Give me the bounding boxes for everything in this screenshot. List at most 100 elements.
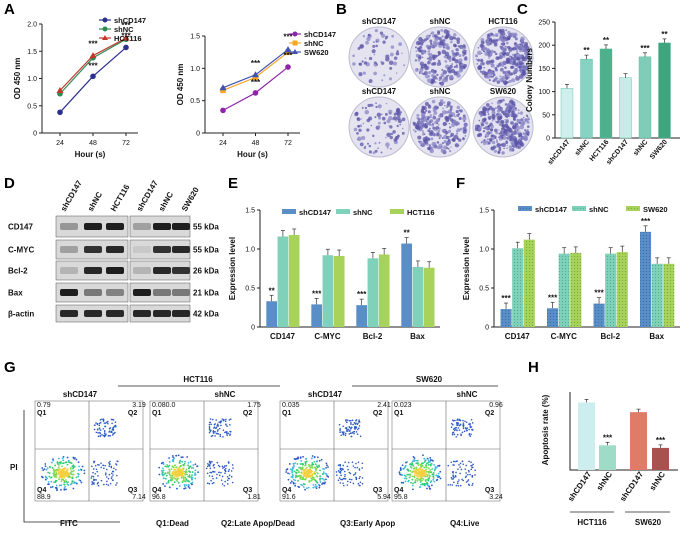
- flow-event: [302, 455, 304, 458]
- colony-dot: [437, 124, 440, 126]
- flow-event: [323, 482, 326, 485]
- colony-dot: [490, 127, 493, 130]
- colony-dot: [403, 64, 406, 67]
- colony-dot: [493, 42, 498, 47]
- flow-event: [105, 472, 107, 474]
- colony-dot: [358, 62, 363, 66]
- colony-dot: [432, 144, 438, 149]
- quadrant-label: Q3: [128, 487, 137, 494]
- flow-event: [353, 432, 355, 435]
- flow-event: [168, 461, 171, 463]
- flow-event: [167, 480, 170, 483]
- colony-dot: [389, 66, 393, 70]
- colony-dot: [491, 102, 493, 105]
- colony-dot: [478, 119, 481, 122]
- flow-event: [69, 461, 72, 464]
- colony-dot: [444, 116, 449, 120]
- flow-event: [215, 427, 217, 430]
- flow-event: [52, 468, 55, 471]
- significance-A2: ***: [251, 78, 261, 87]
- flow-event: [437, 465, 439, 467]
- colony-dot: [380, 60, 383, 64]
- flow-event: [164, 472, 167, 475]
- flow-event: [229, 433, 231, 436]
- flow-event: [62, 478, 65, 481]
- colony-dot: [388, 60, 394, 65]
- colony-dot: [456, 37, 461, 42]
- flow-event: [319, 478, 321, 481]
- flow-event: [107, 422, 109, 425]
- colony-dot: [448, 111, 452, 115]
- colony-dot: [519, 70, 523, 74]
- flow-event: [55, 468, 58, 471]
- flow-event: [419, 472, 422, 474]
- group-label-h: SW620: [635, 518, 662, 527]
- flow-event: [414, 481, 417, 484]
- flow-event: [457, 480, 459, 483]
- legend-label-E: shCD147: [299, 208, 331, 217]
- colony-dot: [491, 119, 494, 122]
- colony-dot: [501, 75, 506, 81]
- colony-dot: [429, 111, 432, 113]
- data-point-A2: [284, 46, 292, 53]
- flow-event: [179, 472, 182, 474]
- colony-dot: [428, 71, 432, 75]
- colony-dot: [444, 104, 446, 107]
- colony-dot: [519, 111, 524, 115]
- flow-event: [173, 473, 176, 476]
- flow-event: [303, 472, 306, 475]
- colony-dot: [369, 103, 373, 107]
- colony-dot: [482, 106, 487, 111]
- flow-event: [349, 426, 351, 429]
- colony-dot: [375, 102, 377, 105]
- flow-event: [63, 476, 66, 479]
- flow-event: [210, 479, 212, 482]
- colony-dot: [510, 72, 514, 76]
- flow-event: [216, 461, 219, 464]
- colony-dot: [448, 149, 452, 153]
- flow-event: [427, 459, 430, 462]
- colony-dot: [494, 52, 498, 56]
- flow-event: [419, 481, 422, 483]
- flow-event: [161, 467, 164, 470]
- colony-dot: [419, 140, 422, 143]
- colony-dot: [427, 52, 431, 55]
- colony-dot: [510, 65, 514, 69]
- flow-event: [61, 457, 64, 460]
- flow-event: [180, 456, 183, 459]
- flow-event: [222, 467, 224, 469]
- flow-event: [455, 471, 457, 474]
- flow-event: [307, 476, 310, 479]
- legend-swatch-F: [572, 206, 586, 211]
- flow-event: [292, 478, 295, 481]
- flow-event: [158, 473, 161, 476]
- flow-event: [58, 476, 61, 478]
- colony-dot: [417, 59, 421, 62]
- colony-dot: [443, 29, 448, 34]
- colony-dot: [518, 121, 521, 124]
- colony-dot: [487, 125, 490, 128]
- colony-dot: [451, 63, 453, 65]
- flow-event: [468, 471, 470, 473]
- flow-event: [416, 477, 418, 480]
- flow-event: [315, 487, 318, 490]
- flow-event: [358, 425, 361, 427]
- flow-event: [344, 461, 346, 463]
- flow-event: [92, 475, 95, 478]
- colony-dot: [441, 68, 444, 71]
- flow-event: [404, 477, 406, 480]
- colony-dot: [380, 151, 383, 154]
- flow-event: [467, 479, 470, 481]
- colony-dot: [498, 29, 502, 33]
- flow-event: [187, 461, 190, 464]
- colony-dot: [502, 80, 508, 85]
- flow-event: [437, 472, 440, 475]
- flow-event: [62, 467, 65, 470]
- panel-letter-f: F: [456, 175, 465, 192]
- colony-dot: [367, 33, 371, 37]
- colony-dot: [428, 131, 434, 136]
- flow-event: [302, 482, 305, 485]
- colony-dot: [488, 60, 492, 63]
- flow-event: [103, 434, 106, 437]
- flow-event: [96, 482, 99, 485]
